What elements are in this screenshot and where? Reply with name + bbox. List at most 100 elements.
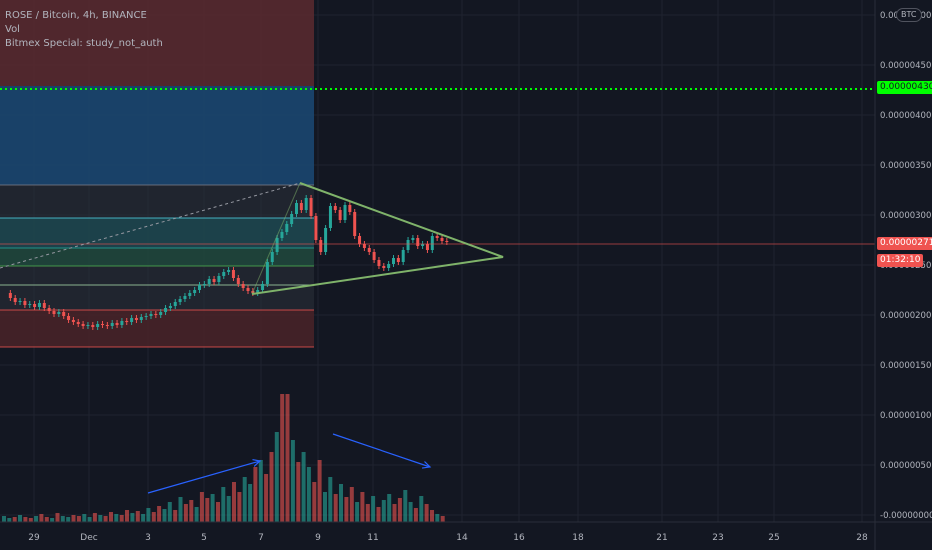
price-tick-label: 0.00000350 <box>880 161 931 171</box>
volume-bar <box>162 509 167 522</box>
price-tick-label: 0.00000450 <box>880 61 931 71</box>
candle <box>13 298 17 302</box>
volume-bar <box>258 460 263 522</box>
alert-price-label[interactable]: 0.00000430 <box>877 81 932 94</box>
candle <box>367 248 371 252</box>
position-zones <box>0 0 314 348</box>
volume-bar <box>312 482 317 522</box>
candle <box>193 290 197 293</box>
candle <box>319 240 323 252</box>
volume-bar <box>392 504 397 522</box>
volume-bar <box>114 514 119 522</box>
volume-bar <box>253 467 258 522</box>
volume-bar <box>339 484 343 522</box>
candle <box>256 290 260 293</box>
candle <box>236 278 240 284</box>
time-tick-label: Dec <box>80 533 97 543</box>
candle <box>304 198 308 210</box>
price-tick-label: 0.00000200 <box>880 311 931 321</box>
volume-bar <box>387 494 392 522</box>
volume-bar <box>430 510 434 522</box>
volume-bar <box>12 517 17 522</box>
volume-bar <box>328 477 333 522</box>
price-tick-label: 0.00000400 <box>880 111 931 121</box>
candle <box>105 325 109 326</box>
volume-bar <box>135 511 140 522</box>
time-tick-label: 11 <box>367 533 378 543</box>
candle <box>144 316 148 317</box>
candle <box>18 301 22 302</box>
candle <box>149 314 153 316</box>
volume-bar <box>264 474 269 522</box>
candle <box>270 252 274 262</box>
candle <box>81 324 85 326</box>
candle <box>353 212 357 236</box>
candle <box>290 214 294 224</box>
volume-bar <box>2 516 6 522</box>
currency-badge[interactable]: BTC <box>896 8 922 22</box>
volume-arrow-up <box>147 461 260 494</box>
candle <box>430 236 434 250</box>
candle <box>91 325 95 327</box>
candle <box>202 284 206 285</box>
candle <box>164 308 168 312</box>
time-tick-label: 18 <box>572 533 584 543</box>
candle <box>130 318 134 322</box>
volume-bar <box>23 517 28 522</box>
candle <box>42 303 46 308</box>
candle <box>275 238 279 252</box>
fib-band-green <box>0 248 314 266</box>
volume-bar <box>381 500 386 522</box>
candle <box>71 320 75 322</box>
candle <box>241 284 245 288</box>
candle <box>362 244 366 248</box>
candle <box>120 321 124 325</box>
candle <box>134 318 138 320</box>
candle <box>348 205 352 212</box>
volume-bar <box>92 513 97 522</box>
candle <box>212 279 216 282</box>
volume-bar <box>194 507 199 522</box>
candle <box>425 244 429 250</box>
candlesticks[interactable] <box>8 195 449 330</box>
price-tick-label: 0.00000100 <box>880 411 931 421</box>
volume-bar <box>173 510 178 522</box>
volume-bar <box>226 496 231 522</box>
volume-bar <box>50 518 55 522</box>
time-tick-label: 21 <box>656 533 667 543</box>
candle <box>387 264 391 268</box>
candle <box>421 244 425 246</box>
volume-bar <box>71 515 76 522</box>
candle <box>372 252 376 260</box>
volume-bar <box>440 516 445 522</box>
volume-legend[interactable]: Vol <box>5 24 20 35</box>
study-legend[interactable]: Bitmex Special: study_not_auth <box>5 38 163 49</box>
volume-bar <box>274 432 279 522</box>
volume-bar <box>413 508 418 522</box>
volume-bar <box>18 515 22 522</box>
candle <box>382 266 386 268</box>
candle <box>324 228 328 252</box>
time-axis[interactable]: 29 Dec 3 5 7 9 11 14 16 18 21 23 25 28 <box>0 521 932 543</box>
candle <box>47 308 51 311</box>
volume-bar <box>221 487 226 522</box>
candle <box>52 311 56 314</box>
candle <box>139 317 143 320</box>
candle <box>440 238 444 241</box>
candle <box>222 272 226 276</box>
candle <box>154 314 158 315</box>
volume-bar <box>199 492 204 522</box>
volume-bar <box>189 500 194 522</box>
time-tick-label: 3 <box>145 533 151 543</box>
time-tick-label: 25 <box>768 533 779 543</box>
candle <box>86 325 90 326</box>
candle <box>173 302 177 306</box>
last-price-label[interactable]: 0.00000271 <box>877 237 932 250</box>
volume-bar <box>317 460 322 522</box>
drawing-tools[interactable] <box>0 88 875 494</box>
volume-bar <box>205 498 210 522</box>
symbol-title[interactable]: ROSE / Bitcoin, 4h, BINANCE <box>5 10 147 21</box>
volume-bar <box>269 452 274 522</box>
candle <box>406 240 410 250</box>
